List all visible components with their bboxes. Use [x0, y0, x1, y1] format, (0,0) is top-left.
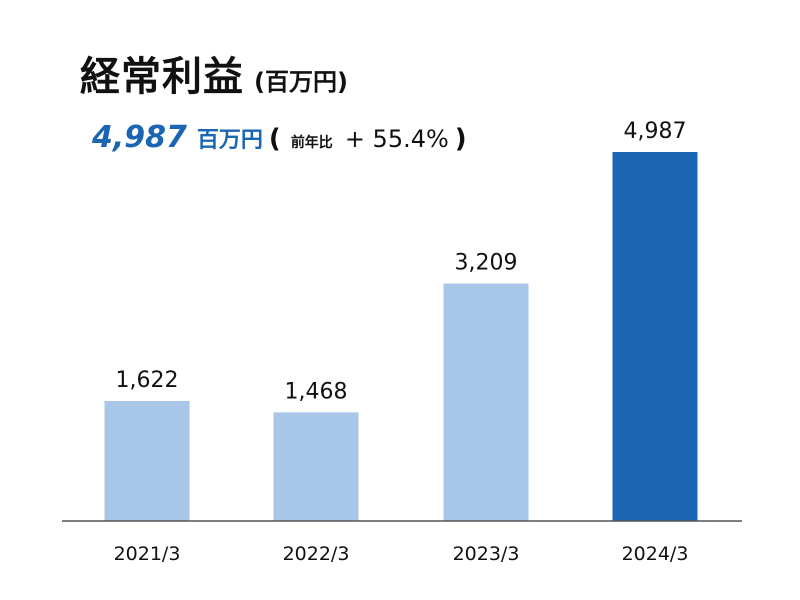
chart-unit: (百万円) [254, 68, 348, 96]
data-label: 4,987 [624, 119, 687, 144]
summary-close-paren: ) [454, 124, 467, 154]
summary-open-paren: ( [268, 124, 281, 154]
x-tick-label: 2024/3 [622, 543, 689, 565]
data-label: 1,622 [116, 368, 179, 393]
data-label: 1,468 [285, 379, 348, 404]
x-tick-label: 2023/3 [453, 543, 520, 565]
yoy-label: 前年比 [290, 135, 333, 151]
summary: 4,987 百万円 ( 前年比 + 55.4% ) [92, 120, 473, 155]
summary-unit: 百万円 [196, 128, 263, 153]
summary-value: 4,987 [92, 120, 187, 155]
bar-2021/3 [104, 400, 190, 521]
bar-2023/3 [443, 283, 529, 521]
x-tick-label: 2021/3 [114, 543, 181, 565]
bar-2024/3 [612, 152, 698, 521]
yoy-value: + 55.4% [344, 125, 449, 153]
data-label: 3,209 [455, 251, 518, 276]
bar-2022/3 [273, 412, 359, 521]
x-tick-label: 2022/3 [283, 543, 350, 565]
chart-title: 経常利益 [80, 54, 244, 100]
title-row: 経常利益 (百万円) [80, 44, 348, 102]
